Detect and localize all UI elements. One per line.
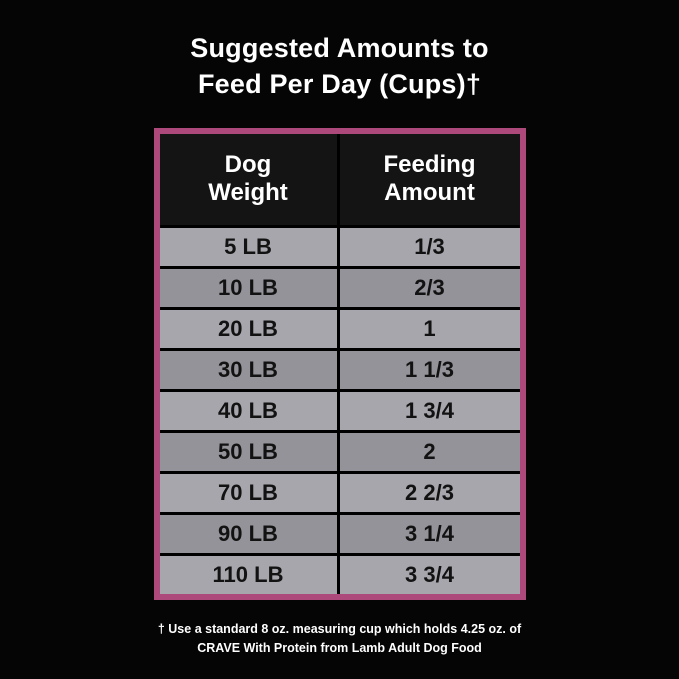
table-row: 90 LB 3 1/4 xyxy=(159,511,520,553)
amount-cell: 2/3 xyxy=(414,274,445,300)
amount-cell: 2 xyxy=(423,438,436,464)
header-dog-weight-line2: Weight xyxy=(208,179,288,207)
header-feeding-amount-line2: Amount xyxy=(384,179,475,207)
footnote-line-1: † Use a standard 8 oz. measuring cup whi… xyxy=(157,621,522,636)
table-row: 110 LB 3 3/4 xyxy=(159,552,520,594)
weight-cell: 70 LB xyxy=(160,473,340,512)
table-row: 70 LB 2 2/3 xyxy=(159,470,520,512)
measuring-cup-footnote: † Use a standard 8 oz. measuring cup whi… xyxy=(110,620,570,659)
feeding-table: Dog Weight Feeding Amount 5 LB 1/3 10 LB… xyxy=(153,127,526,600)
table-row: 20 LB 1 xyxy=(159,306,520,348)
table-row: 50 LB 2 xyxy=(159,429,520,471)
weight-cell: 40 LB xyxy=(160,391,340,430)
amount-cell: 1 3/4 xyxy=(405,397,454,423)
weight-cell: 30 LB xyxy=(160,350,340,389)
title-line-1: Suggested Amounts to xyxy=(190,33,489,63)
amount-cell: 3 3/4 xyxy=(405,561,454,587)
header-feeding-amount-line1: Feeding xyxy=(383,150,476,178)
amount-cell: 2 2/3 xyxy=(405,479,454,505)
title-line-2: Feed Per Day (Cups)† xyxy=(197,69,482,100)
table-header-row: Dog Weight Feeding Amount xyxy=(159,133,520,225)
weight-cell: 110 LB xyxy=(160,555,340,594)
amount-cell: 1/3 xyxy=(414,233,445,259)
column-header-feeding-amount: Feeding Amount xyxy=(340,134,520,225)
footnote-line-2: CRAVE With Protein from Lamb Adult Dog F… xyxy=(197,641,482,656)
weight-cell: 20 LB xyxy=(160,309,340,348)
table-row: 40 LB 1 3/4 xyxy=(159,388,520,430)
weight-cell: 10 LB xyxy=(160,268,340,307)
table-row: 5 LB 1/3 xyxy=(159,224,520,266)
table-row: 30 LB 1 1/3 xyxy=(159,347,520,389)
weight-cell: 5 LB xyxy=(160,227,340,266)
column-header-dog-weight: Dog Weight xyxy=(160,133,340,225)
header-dog-weight-line1: Dog xyxy=(224,150,272,178)
table-row: 10 LB 2/3 xyxy=(159,265,520,307)
weight-cell: 90 LB xyxy=(160,514,340,553)
weight-cell: 50 LB xyxy=(160,432,340,471)
amount-cell: 1 1/3 xyxy=(405,356,454,382)
amount-cell: 1 xyxy=(423,315,436,341)
amount-cell: 3 1/4 xyxy=(405,520,454,546)
page-title: Suggested Amounts to Feed Per Day (Cups)… xyxy=(190,30,489,103)
